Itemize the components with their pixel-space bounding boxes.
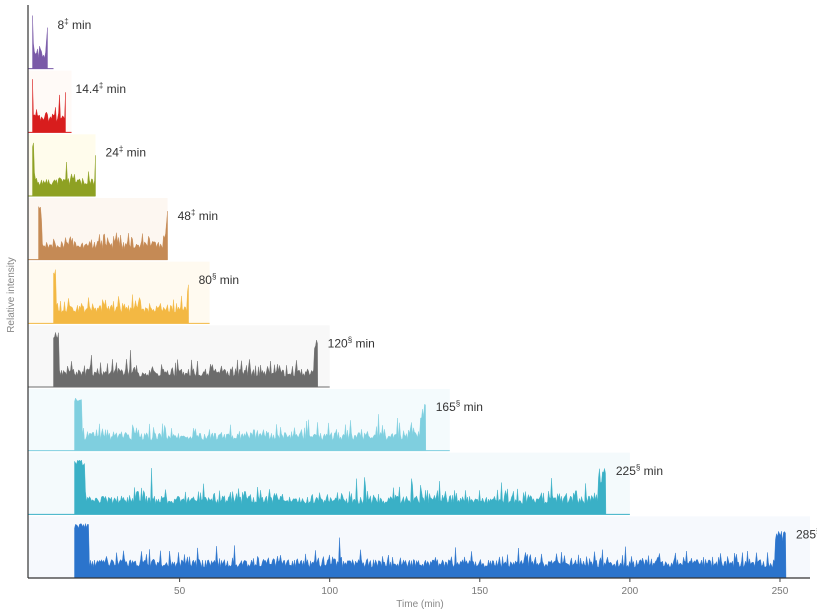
x-tick-label: 200: [622, 586, 639, 597]
run-label: 48‡ min: [178, 208, 218, 223]
run-label: 14.4‡ min: [76, 81, 126, 96]
chromatogram-trace: [74, 523, 787, 579]
run-label: 165§ min: [436, 399, 483, 414]
panel-120-min: 120§ min: [28, 325, 375, 388]
chromatogram-trace: [38, 206, 168, 260]
x-ticks: 50 100 150 200 250: [174, 578, 789, 597]
run-label: 80§ min: [199, 272, 239, 287]
run-label: 24‡ min: [106, 145, 146, 160]
panel-165-min: 165§ min: [28, 389, 483, 452]
run-label: 225§ min: [616, 463, 663, 478]
x-tick-label: 100: [321, 586, 338, 597]
x-axis-title: Time (min): [396, 599, 443, 610]
panel-225-min: 225§ min: [28, 452, 663, 515]
panel-8-min: 8‡ min: [28, 7, 92, 70]
chromatogram-trace: [53, 269, 189, 324]
run-label: 120§ min: [328, 336, 375, 351]
panels-layer: 8‡ min 14.4‡ min 24‡ min 48‡ min 80§ min 120§…: [28, 7, 817, 579]
x-tick-label: 50: [174, 586, 186, 597]
run-label: 285§ min: [796, 527, 817, 542]
panel-14-4-min: 14.4‡ min: [28, 70, 126, 133]
chromatogram-trace: [32, 142, 96, 197]
panel-24-min: 24‡ min: [28, 134, 146, 197]
panel-48-min: 48‡ min: [28, 198, 218, 261]
chromatogram-trace: [53, 332, 318, 388]
y-axis-title: Relative intensity: [6, 257, 17, 333]
x-tick-label: 150: [471, 586, 488, 597]
axes-layer: 50 100 150 200 250 Time (min) Relative inten…: [6, 5, 810, 610]
panel-285-min: 285§ min: [28, 516, 817, 579]
run-label: 8‡ min: [58, 17, 92, 32]
chromatogram-trace: [74, 459, 607, 515]
x-tick-label: 250: [772, 586, 789, 597]
panel-80-min: 80§ min: [28, 261, 239, 324]
chromatogram-trace: [32, 79, 66, 133]
chromatogram-trace: [74, 397, 426, 451]
chromatogram-trace: [32, 15, 48, 69]
